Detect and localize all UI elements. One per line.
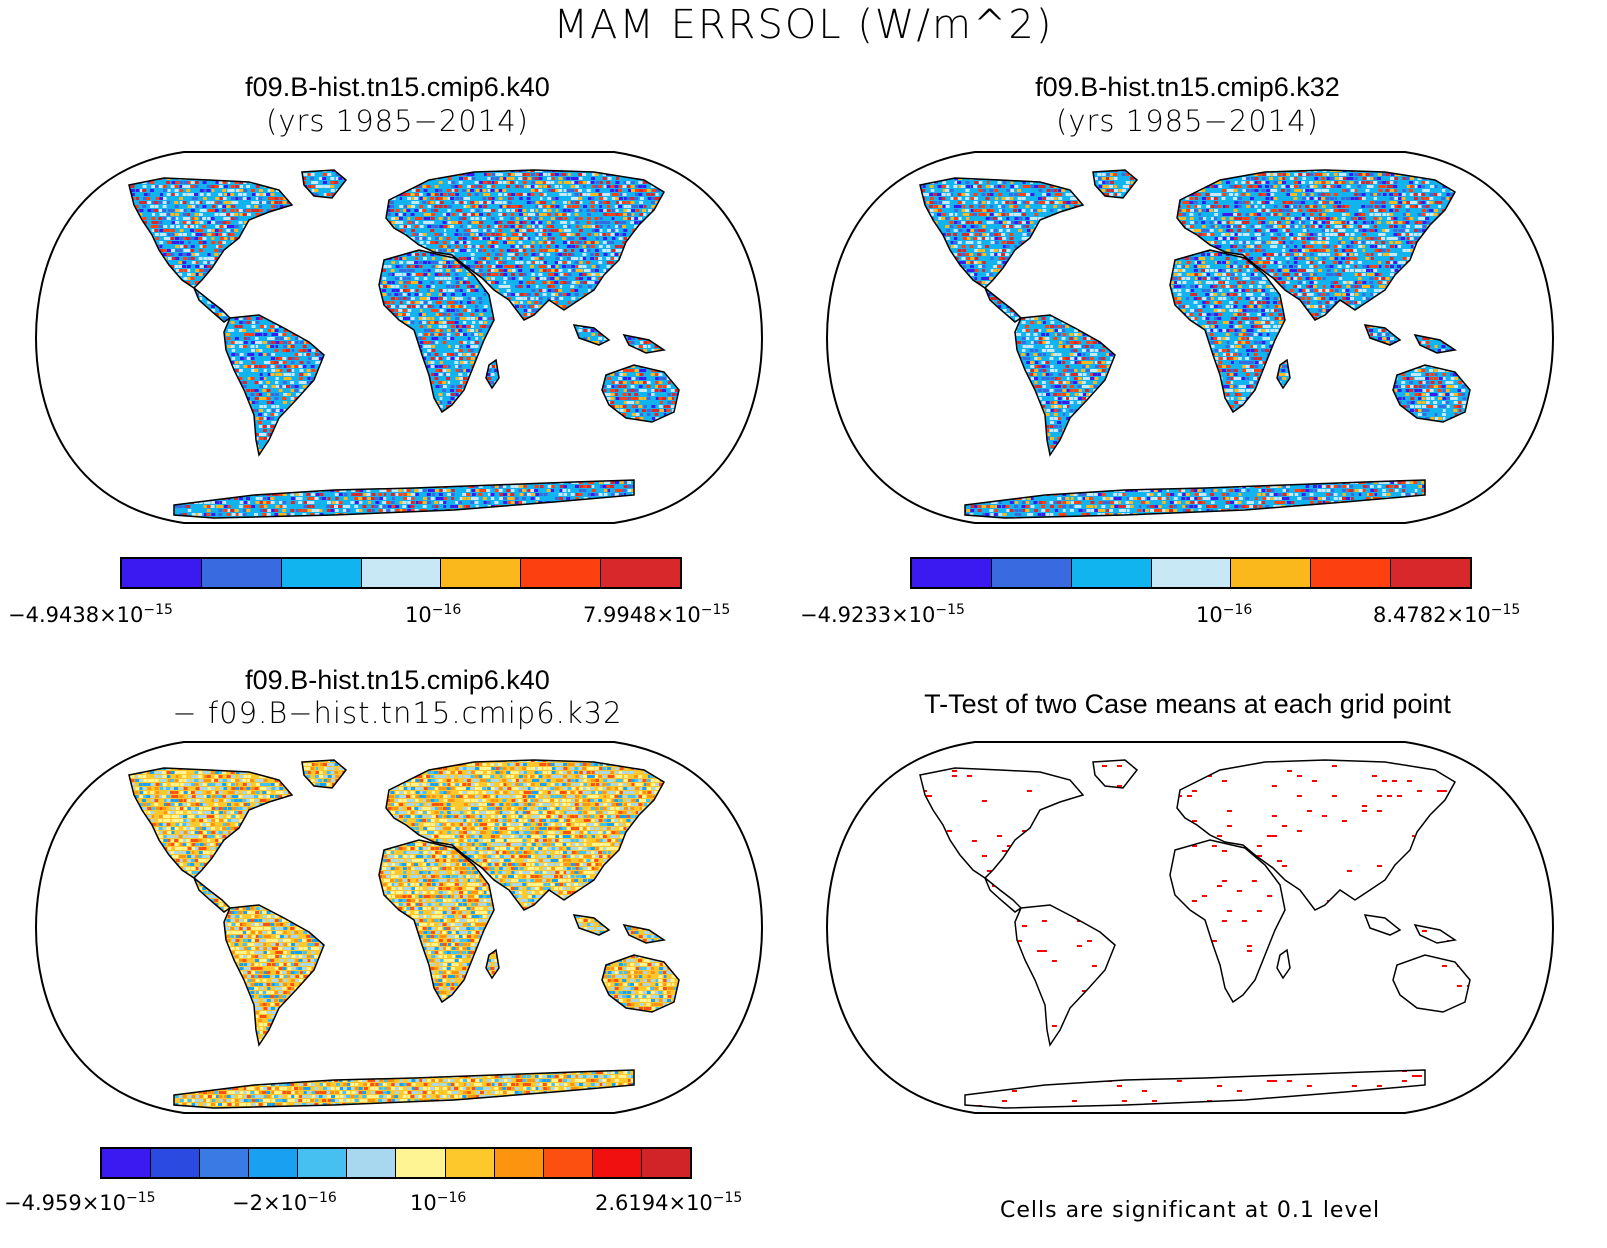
colorbar-box [151,1149,201,1177]
colorbar-box [1231,559,1312,587]
colorbar-box [201,559,282,587]
colorbar-box [494,1149,544,1177]
colorbar-box [122,559,202,587]
colorbar-box [347,1149,397,1177]
colorbar-k32 [910,557,1472,589]
colorbar-box [543,1149,593,1177]
colorbar-box [1071,559,1152,587]
panel2-title: f09.B-hist.tn15.cmip6.k32 [820,72,1555,103]
colorbar-box [281,559,362,587]
colorbar-k40-min-label: −4.9438×10−15 [8,602,173,627]
panel3-title: f09.B-hist.tn15.cmip6.k40 [30,665,765,696]
colorbar-k32-min-label: −4.9233×10−15 [800,602,965,627]
colorbar-diff-label-a: −4.959×10−15 [4,1190,156,1215]
significance-note: Cells are significant at 0.1 level [1000,1198,1380,1223]
colorbar-box [396,1149,446,1177]
colorbar-diff-label-b: −2×10−16 [232,1190,337,1215]
colorbar-k40 [120,557,682,589]
panel1-title: f09.B-hist.tn15.cmip6.k40 [30,72,765,103]
colorbar-box [200,1149,250,1177]
colorbar-box [298,1149,348,1177]
colorbar-box [641,1149,690,1177]
map-panel-difference [34,741,764,1114]
colorbar-diff-label-c: 10−16 [410,1190,466,1215]
panel3-subtitle: − f09.B−hist.tn15.cmip6.k32 [30,696,765,730]
panel4-title: T-Test of two Case means at each grid po… [820,689,1555,720]
colorbar-box [361,559,442,587]
colorbar-box [912,559,992,587]
colorbar-k40-mid-label: 10−16 [405,602,461,627]
colorbar-box [102,1149,152,1177]
colorbar-difference [100,1147,692,1179]
colorbar-box [991,559,1072,587]
colorbar-box [445,1149,495,1177]
colorbar-box [1151,559,1232,587]
colorbar-k40-max-label: 7.9948×10−15 [583,602,730,627]
colorbar-box [1311,559,1392,587]
colorbar-box [521,559,602,587]
colorbar-box [592,1149,642,1177]
colorbar-diff-label-d: 2.6194×10−15 [595,1190,742,1215]
colorbar-box [601,559,681,587]
figure-title: MAM ERRSOL (W/m^2) [0,2,1607,48]
map-panel-ttest [825,741,1555,1114]
panel1-subtitle: (yrs 1985−2014) [30,104,765,138]
colorbar-k32-max-label: 8.4782×10−15 [1373,602,1520,627]
colorbar-box [1391,559,1471,587]
map-panel-k40 [34,151,764,524]
panel2-subtitle: (yrs 1985−2014) [820,104,1555,138]
colorbar-k32-mid-label: 10−16 [1196,602,1252,627]
colorbar-box [441,559,522,587]
map-panel-k32 [825,151,1555,524]
colorbar-box [249,1149,299,1177]
